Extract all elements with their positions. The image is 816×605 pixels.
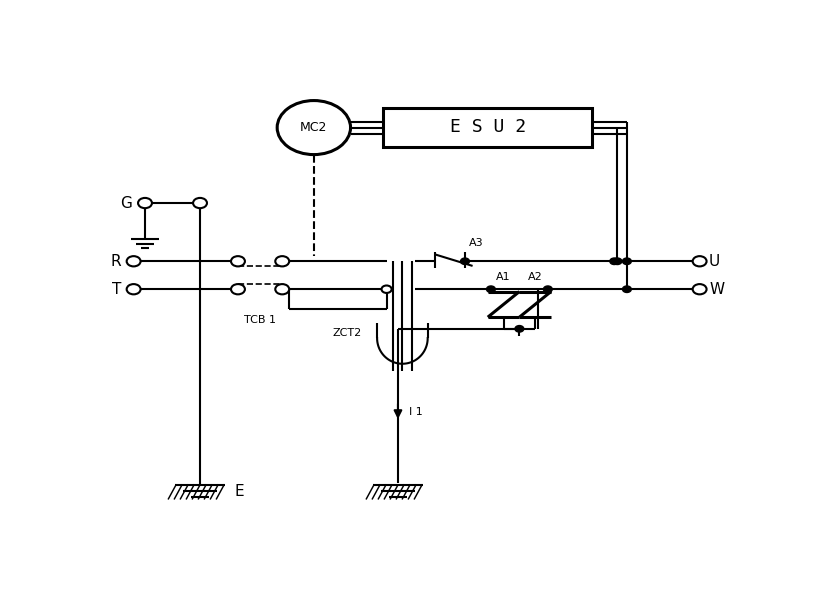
Text: E S U 2: E S U 2 — [450, 119, 526, 136]
Text: A1: A1 — [496, 272, 511, 282]
Circle shape — [231, 256, 245, 266]
FancyBboxPatch shape — [384, 108, 592, 147]
Text: MC2: MC2 — [300, 121, 327, 134]
Circle shape — [613, 258, 622, 264]
Circle shape — [623, 286, 632, 292]
Text: E: E — [235, 485, 245, 499]
Circle shape — [543, 286, 552, 292]
Text: ZCT2: ZCT2 — [332, 329, 361, 338]
Text: R: R — [110, 253, 121, 269]
Text: I 1: I 1 — [410, 407, 424, 416]
Circle shape — [610, 258, 619, 264]
Circle shape — [693, 284, 707, 295]
Circle shape — [382, 286, 392, 293]
Circle shape — [515, 325, 524, 332]
Circle shape — [138, 198, 152, 208]
Text: W: W — [709, 282, 725, 296]
Text: T: T — [112, 282, 121, 296]
Text: G: G — [121, 195, 132, 211]
Text: U: U — [709, 253, 721, 269]
Text: A3: A3 — [468, 238, 483, 248]
Circle shape — [486, 286, 495, 292]
Text: TCB 1: TCB 1 — [244, 315, 276, 325]
Circle shape — [231, 284, 245, 295]
Circle shape — [126, 284, 140, 295]
Circle shape — [193, 198, 207, 208]
Text: A2: A2 — [528, 272, 543, 282]
Circle shape — [460, 258, 469, 264]
Circle shape — [277, 100, 351, 155]
Circle shape — [623, 258, 632, 264]
Circle shape — [693, 256, 707, 266]
Circle shape — [126, 256, 140, 266]
Circle shape — [275, 284, 289, 295]
Circle shape — [275, 256, 289, 266]
